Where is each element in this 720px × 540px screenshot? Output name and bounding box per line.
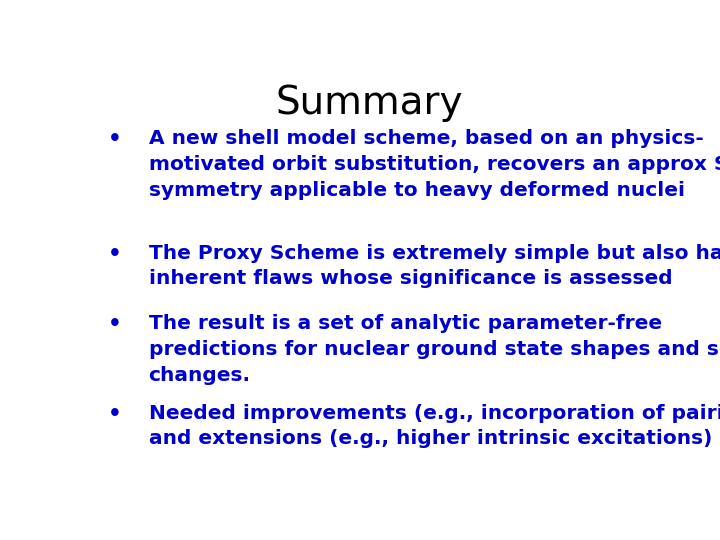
Text: •: • — [108, 314, 122, 334]
Text: •: • — [108, 129, 122, 149]
Text: The result is a set of analytic parameter-free: The result is a set of analytic paramete… — [148, 314, 662, 333]
Text: changes.: changes. — [148, 366, 251, 385]
Text: inherent flaws whose significance is assessed: inherent flaws whose significance is ass… — [148, 269, 672, 288]
Text: motivated orbit substitution, recovers an approx SU(3): motivated orbit substitution, recovers a… — [148, 155, 720, 174]
Text: •: • — [108, 404, 122, 424]
Text: A new shell model scheme, based on an physics-: A new shell model scheme, based on an ph… — [148, 129, 703, 149]
Text: Needed improvements (e.g., incorporation of pairing): Needed improvements (e.g., incorporation… — [148, 404, 720, 423]
Text: Summary: Summary — [275, 84, 463, 122]
Text: predictions for nuclear ground state shapes and shape: predictions for nuclear ground state sha… — [148, 340, 720, 359]
Text: •: • — [108, 244, 122, 264]
Text: and extensions (e.g., higher intrinsic excitations): and extensions (e.g., higher intrinsic e… — [148, 429, 712, 448]
Text: symmetry applicable to heavy deformed nuclei: symmetry applicable to heavy deformed nu… — [148, 181, 685, 200]
Text: The Proxy Scheme is extremely simple but also has: The Proxy Scheme is extremely simple but… — [148, 244, 720, 262]
